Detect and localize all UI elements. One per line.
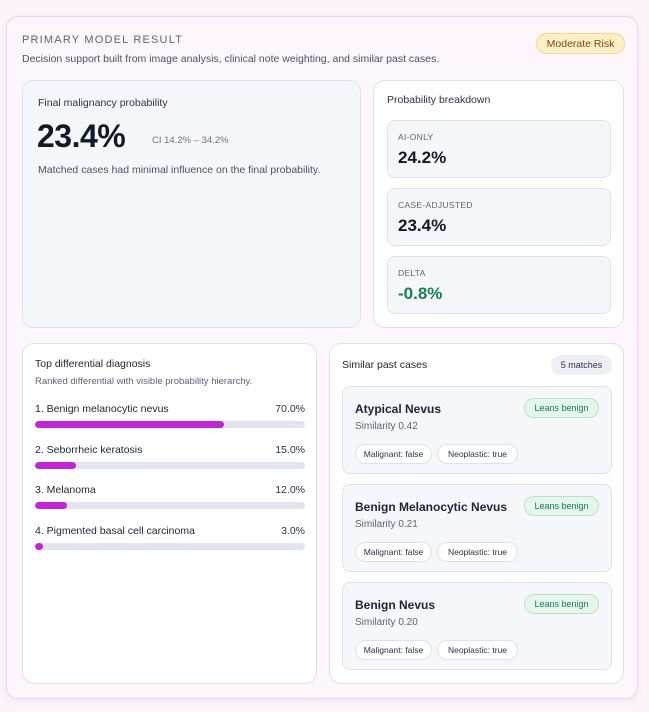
probability-bar-fill	[35, 462, 76, 469]
malignant-chip: Malignant: false	[355, 640, 432, 660]
similar-case-item[interactable]: Benign Melanocytic Nevus Similarity 0.21…	[342, 484, 612, 572]
lean-badge: Leans benign	[524, 594, 599, 614]
final-probability-value: 23.4%	[37, 118, 126, 154]
probability-bar-track	[35, 543, 305, 550]
diagnosis-percent: 3.0%	[281, 525, 305, 537]
similar-cases-card: Similar past cases 5 matches Atypical Ne…	[329, 343, 624, 684]
diagnosis-name: 3. Melanoma	[35, 484, 96, 496]
malignant-chip: Malignant: false	[355, 444, 432, 464]
breakdown-value: 24.2%	[398, 148, 447, 167]
case-similarity: Similarity 0.21	[355, 519, 418, 530]
breakdown-label: CASE-ADJUSTED	[398, 200, 473, 210]
case-similarity: Similarity 0.42	[355, 421, 418, 432]
probability-bar-fill	[35, 421, 224, 428]
breakdown-title: Probability breakdown	[387, 94, 491, 106]
matches-count-badge: 5 matches	[551, 355, 612, 375]
probability-bar-fill	[35, 502, 68, 509]
probability-bar-track	[35, 502, 305, 509]
differential-diagnosis-card: Top differential diagnosis Ranked differ…	[22, 343, 317, 684]
case-name: Benign Nevus	[355, 598, 436, 612]
final-probability-note: Matched cases had minimal influence on t…	[38, 164, 321, 176]
diagnosis-name: 1. Benign melanocytic nevus	[35, 403, 169, 415]
case-name: Benign Melanocytic Nevus	[355, 500, 508, 514]
breakdown-case-adjusted: CASE-ADJUSTED 23.4%	[387, 188, 611, 246]
diagnosis-percent: 15.0%	[275, 444, 305, 456]
diagnosis-name: 2. Seborrheic keratosis	[35, 444, 143, 456]
similar-case-item[interactable]: Atypical Nevus Similarity 0.42 Leans ben…	[342, 386, 612, 474]
case-name: Atypical Nevus	[355, 402, 442, 416]
breakdown-ai-only: AI-ONLY 24.2%	[387, 120, 611, 178]
breakdown-value: 23.4%	[398, 216, 447, 235]
differential-row: 4. Pigmented basal cell carcinoma 3.0%	[35, 525, 305, 555]
diagnosis-percent: 12.0%	[275, 484, 305, 496]
neoplastic-chip: Neoplastic: true	[437, 542, 518, 562]
breakdown-label: DELTA	[398, 268, 426, 278]
section-subtitle: Decision support built from image analys…	[22, 53, 440, 65]
breakdown-label: AI-ONLY	[398, 132, 434, 142]
similar-case-item[interactable]: Benign Nevus Similarity 0.20 Leans benig…	[342, 582, 612, 670]
final-probability-label: Final malignancy probability	[38, 97, 168, 109]
primary-result-panel: PRIMARY MODEL RESULT Decision support bu…	[6, 16, 638, 699]
section-eyebrow: PRIMARY MODEL RESULT	[22, 34, 184, 46]
lean-badge: Leans benign	[524, 496, 599, 516]
confidence-interval: CI 14.2% – 34.2%	[152, 135, 229, 146]
diagnosis-name: 4. Pigmented basal cell carcinoma	[35, 525, 195, 537]
differential-row: 1. Benign melanocytic nevus 70.0%	[35, 403, 305, 433]
final-probability-card: Final malignancy probability 23.4% CI 14…	[22, 80, 361, 328]
breakdown-delta: DELTA -0.8%	[387, 256, 611, 314]
neoplastic-chip: Neoplastic: true	[437, 640, 518, 660]
probability-bar-track	[35, 421, 305, 428]
probability-bar-fill	[35, 543, 44, 550]
probability-breakdown-card: Probability breakdown AI-ONLY 24.2% CASE…	[373, 80, 624, 328]
differential-row: 2. Seborrheic keratosis 15.0%	[35, 444, 305, 474]
malignant-chip: Malignant: false	[355, 542, 432, 562]
case-similarity: Similarity 0.20	[355, 617, 418, 628]
probability-bar-track	[35, 462, 305, 469]
neoplastic-chip: Neoplastic: true	[437, 444, 518, 464]
risk-badge: Moderate Risk	[536, 33, 625, 54]
lean-badge: Leans benign	[524, 398, 599, 418]
similar-cases-title: Similar past cases	[342, 359, 428, 371]
differential-subtitle: Ranked differential with visible probabi…	[35, 376, 253, 387]
breakdown-delta-value: -0.8%	[398, 284, 443, 303]
differential-row: 3. Melanoma 12.0%	[35, 484, 305, 514]
differential-title: Top differential diagnosis	[35, 358, 151, 370]
diagnosis-percent: 70.0%	[275, 403, 305, 415]
